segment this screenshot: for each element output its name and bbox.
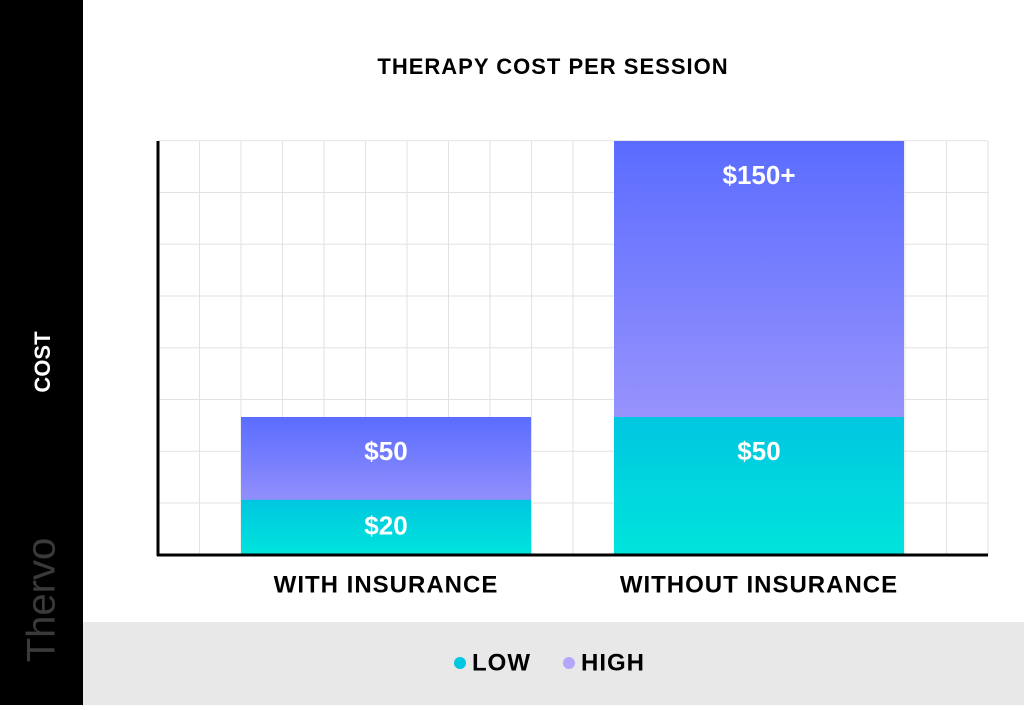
legend-dot [454, 657, 466, 669]
x-tick-label: WITHOUT INSURANCE [620, 571, 898, 598]
chart-title: THERAPY COST PER SESSION [377, 54, 728, 79]
side-strip [0, 0, 83, 705]
data-label: $150+ [722, 160, 795, 190]
legend-label: HIGH [581, 649, 645, 676]
x-tick-label: WITH INSURANCE [274, 571, 499, 598]
legend-band [83, 622, 1024, 705]
legend-dot [562, 657, 575, 669]
data-label: $50 [737, 436, 780, 466]
data-label: $50 [364, 436, 407, 466]
y-axis-label: COST [30, 331, 55, 393]
legend-label: LOW [472, 649, 531, 676]
bar [241, 499, 531, 555]
labels: $20 $50 $50 $150+ WITH INSURANCE WITHOUT INSU… [274, 160, 898, 676]
data-label: $20 [364, 510, 407, 540]
bar [614, 417, 904, 555]
bars [241, 141, 904, 555]
brand: Thervo [20, 538, 64, 663]
